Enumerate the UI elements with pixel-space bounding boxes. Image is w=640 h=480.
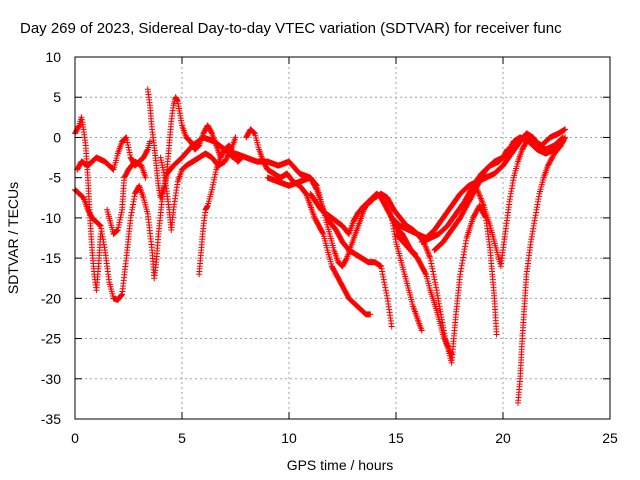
y-axis-label: SDTVAR / TECUs xyxy=(5,182,21,294)
y-tick-label: 10 xyxy=(45,49,61,65)
x-tick-label: 20 xyxy=(495,430,511,446)
data-marks xyxy=(72,86,569,406)
y-tick-label: 5 xyxy=(53,89,61,105)
series-sat-p xyxy=(431,146,511,254)
y-tick-label: -5 xyxy=(49,170,62,186)
y-tick-label: -15 xyxy=(41,250,61,266)
series-sat-l xyxy=(382,198,425,334)
series-sat-h xyxy=(243,126,374,318)
x-tick-label: 10 xyxy=(281,430,297,446)
x-tick-label: 25 xyxy=(602,430,618,446)
x-axis-label: GPS time / hours xyxy=(287,457,394,473)
series-sat-g xyxy=(196,142,245,278)
x-tick-label: 15 xyxy=(388,430,404,446)
series-marks xyxy=(388,130,566,241)
series-marks xyxy=(72,114,104,294)
series-sat-q xyxy=(474,126,569,270)
x-tick-labels: 0 5 10 15 20 25 xyxy=(71,430,618,446)
y-tick-label: -20 xyxy=(41,290,61,306)
series-sat-d xyxy=(104,158,149,237)
y-tick-label: 0 xyxy=(53,129,61,145)
series-marks xyxy=(243,126,374,318)
series-sat-a xyxy=(72,114,104,294)
plot-frame xyxy=(74,56,611,420)
series-marks xyxy=(474,126,569,270)
series-marks xyxy=(196,142,245,278)
y-tick-label: -25 xyxy=(41,331,61,347)
series-marks xyxy=(431,146,511,254)
chart-title: Day 269 of 2023, Sidereal Day-to-day VTE… xyxy=(20,20,562,37)
series-sat-n xyxy=(388,130,566,241)
x-tick-label: 5 xyxy=(178,430,186,446)
series-sat-r xyxy=(515,134,569,406)
series-marks xyxy=(104,158,149,237)
series-marks xyxy=(382,198,425,334)
y-tick-label: -10 xyxy=(41,210,61,226)
series-marks xyxy=(515,134,569,406)
y-tick-label: -35 xyxy=(41,411,61,427)
x-tick-label: 0 xyxy=(71,430,79,446)
y-tick-label: -30 xyxy=(41,371,61,387)
y-tick-labels: 10 5 0 -5 -10 -15 -20 -25 -30 -35 xyxy=(41,49,61,427)
